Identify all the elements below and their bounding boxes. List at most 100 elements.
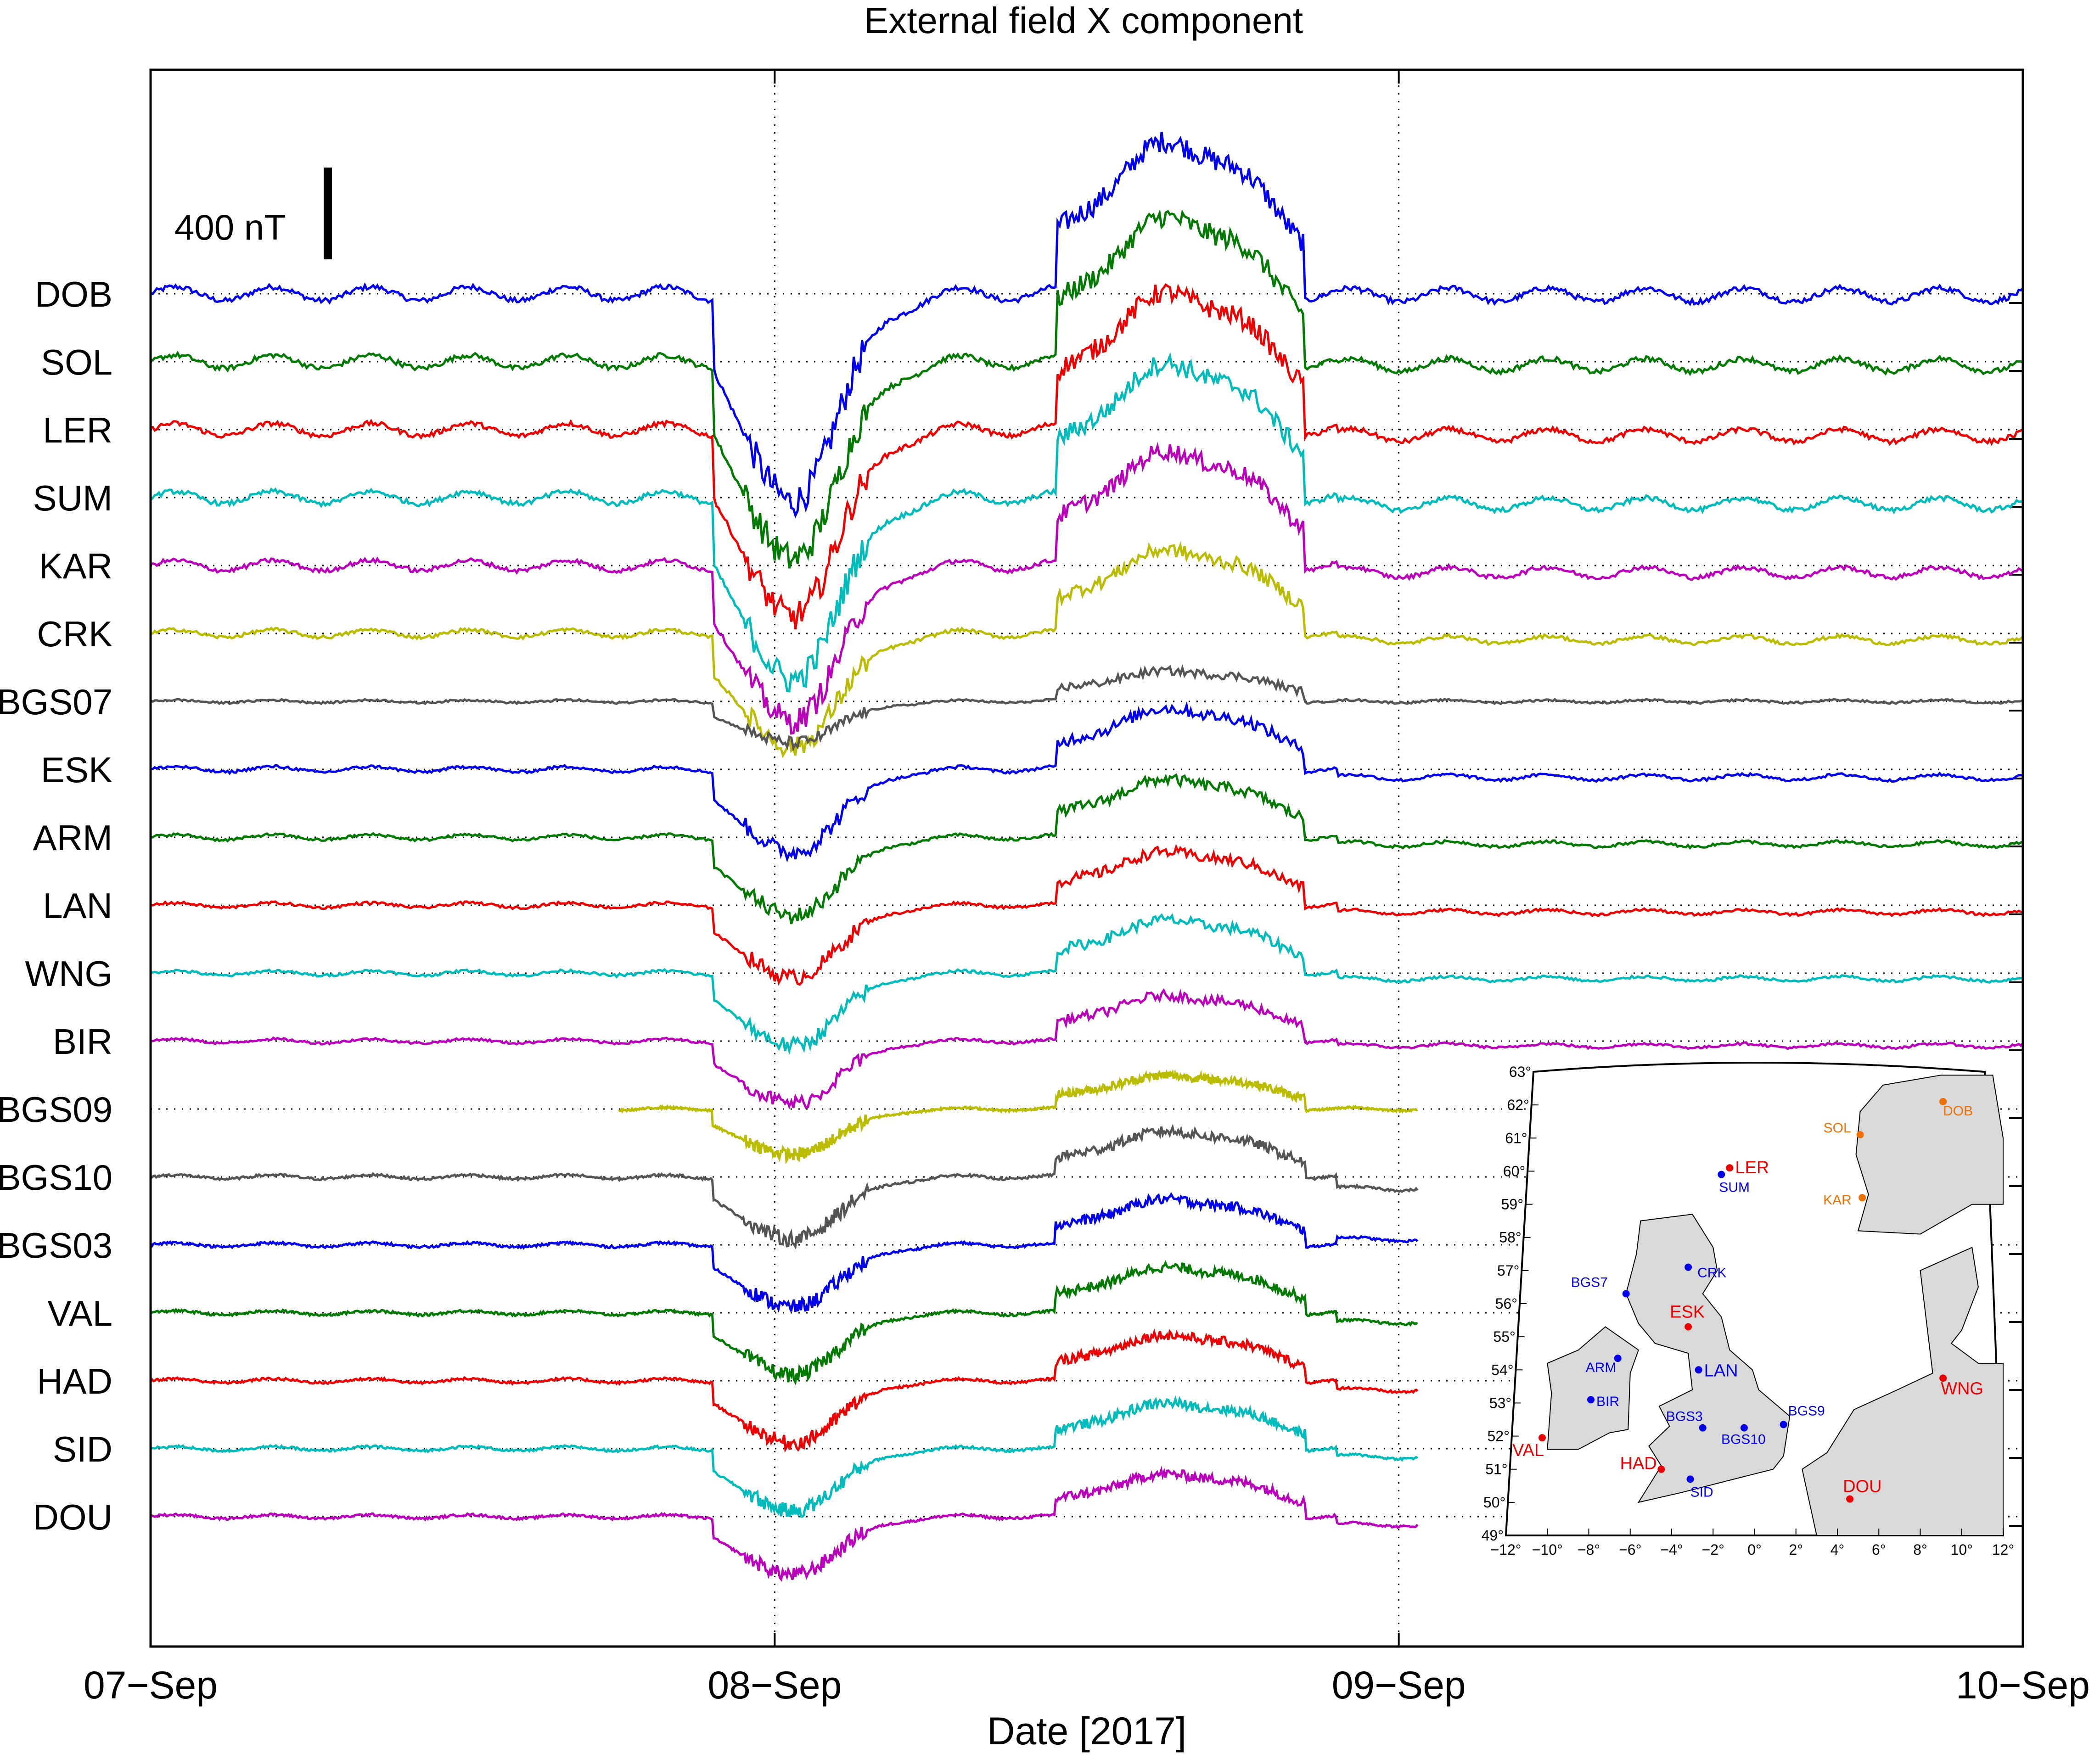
plot-frame (149, 68, 2024, 1648)
station-label-bir: BIR (53, 1021, 112, 1062)
observatory-marker-bgs3 (1699, 1424, 1707, 1432)
trace-ler (150, 283, 2024, 629)
trace-sol (150, 209, 2024, 569)
trace-sum (150, 352, 2023, 693)
map-lon-tick: 8° (1913, 1541, 1927, 1558)
observatory-marker-crk (1684, 1263, 1692, 1271)
map-lat-tick: 61° (1505, 1130, 1527, 1146)
map-lon-tick: −8° (1578, 1541, 1600, 1558)
land-mass-2 (1855, 1075, 2004, 1235)
observatory-label-bgs7: BGS7 (1571, 1275, 1608, 1290)
observatory-marker-sum (1718, 1171, 1725, 1178)
map-lat-tick: 52° (1488, 1428, 1510, 1445)
station-label-ler: LER (43, 410, 112, 450)
observatory-label-sid: SID (1690, 1485, 1713, 1500)
x-axis-label: Date [2017] (987, 1709, 1186, 1753)
observatory-marker-kar (1859, 1194, 1866, 1202)
x-tick-label: 10−Sep (1956, 1664, 2090, 1707)
map-lat-tick: 62° (1507, 1097, 1529, 1113)
station-label-val: VAL (47, 1293, 112, 1333)
observatory-label-arm: ARM (1586, 1360, 1617, 1375)
grid (151, 70, 2023, 1647)
observatory-label-dob: DOB (1943, 1104, 1973, 1119)
trace-wng (150, 913, 2023, 1055)
observatory-label-wng: WNG (1941, 1379, 1983, 1398)
map-lon-tick: 10° (1951, 1541, 1973, 1558)
observatory-marker-bgs7 (1622, 1290, 1630, 1298)
observatory-label-kar: KAR (1823, 1193, 1852, 1208)
station-label-dob: DOB (35, 274, 112, 314)
map-lat-tick: 50° (1483, 1494, 1505, 1511)
scale-bar-line (324, 168, 332, 259)
chart-title: External field X component (864, 0, 1303, 41)
trace-bir (150, 988, 2024, 1110)
map-lon-tick: −2° (1702, 1541, 1724, 1558)
trace-dob (150, 132, 2024, 519)
map-lon-tick: 12° (1992, 1541, 2014, 1558)
observatory-marker-dou (1846, 1495, 1854, 1503)
station-label-bgs09: BGS09 (0, 1089, 112, 1130)
station-label-sol: SOL (41, 342, 112, 382)
trace-bgs10 (150, 1124, 1419, 1250)
observatory-label-sol: SOL (1824, 1120, 1851, 1136)
station-label-kar: KAR (39, 546, 112, 586)
map-lat-tick: 56° (1495, 1295, 1517, 1312)
station-label-crk: CRK (37, 614, 112, 654)
observatory-label-crk: CRK (1697, 1266, 1726, 1281)
x-tick-label: 08−Sep (707, 1664, 842, 1707)
observatory-label-bir: BIR (1596, 1394, 1619, 1409)
map-lat-tick: 49° (1482, 1527, 1504, 1544)
observatory-marker-bgs9 (1780, 1421, 1787, 1428)
observatory-label-ler: LER (1735, 1158, 1769, 1177)
trace-kar (150, 442, 2024, 735)
map-lat-tick: 57° (1497, 1262, 1519, 1279)
station-label-bgs07: BGS07 (0, 682, 112, 722)
station-traces (149, 132, 2024, 1582)
observatory-label-sum: SUM (1719, 1180, 1750, 1195)
map-lat-tick: 54° (1491, 1361, 1513, 1378)
station-label-wng: WNG (25, 953, 112, 994)
map-lat-tick: 63° (1509, 1064, 1531, 1080)
trace-bgs07 (150, 664, 2024, 752)
station-label-bgs10: BGS10 (0, 1157, 112, 1198)
station-label-sum: SUM (33, 478, 112, 518)
observatory-label-lan: LAN (1704, 1361, 1738, 1380)
map-lon-tick: 2° (1789, 1541, 1803, 1558)
observatory-marker-lan (1695, 1366, 1702, 1374)
observatory-marker-esk (1684, 1323, 1692, 1331)
station-label-arm: ARM (33, 818, 112, 858)
trace-lan (150, 844, 2023, 986)
observatory-marker-wng (1939, 1374, 1947, 1382)
trace-bgs09 (618, 1069, 1418, 1165)
observatory-marker-sid (1686, 1475, 1694, 1483)
x-axis: 07−Sep 08−Sep 09−Sep 10−Sep (84, 70, 2090, 1707)
trace-arm (150, 773, 2024, 924)
observatory-label-bgs10: BGS10 (1721, 1432, 1766, 1447)
map-lon-tick: −10° (1532, 1541, 1563, 1558)
observatory-label-had: HAD (1620, 1454, 1656, 1473)
map-lon-tick: 6° (1872, 1541, 1886, 1558)
scale-bar: 400 nT (174, 168, 332, 259)
trace-crk (150, 541, 2024, 758)
map-lat-tick: 59° (1501, 1196, 1523, 1213)
station-label-bgs03: BGS03 (0, 1225, 112, 1266)
map-lat-tick: 55° (1493, 1328, 1515, 1345)
map-lat-tick: 60° (1503, 1163, 1525, 1179)
map-lon-tick: −6° (1619, 1541, 1641, 1558)
x-tick-label: 09−Sep (1332, 1664, 1466, 1707)
station-label-had: HAD (37, 1361, 112, 1401)
trace-sid (150, 1395, 1418, 1518)
land-mass-0 (1625, 1214, 1791, 1503)
observatory-marker-had (1657, 1465, 1665, 1473)
observatory-marker-bgs10 (1740, 1424, 1748, 1432)
observatory-marker-bir (1587, 1396, 1595, 1404)
observatory-label-bgs3: BGS3 (1666, 1409, 1703, 1424)
trace-esk (150, 701, 2023, 863)
map-lon-tick: −4° (1660, 1541, 1683, 1558)
observatory-label-bgs9: BGS9 (1788, 1403, 1825, 1418)
station-label-esk: ESK (41, 750, 112, 790)
observatory-marker-dob (1939, 1098, 1947, 1105)
map-lon-tick: −12° (1490, 1541, 1521, 1558)
station-label-sid: SID (53, 1429, 112, 1469)
map-lat-tick: 58° (1499, 1229, 1521, 1246)
